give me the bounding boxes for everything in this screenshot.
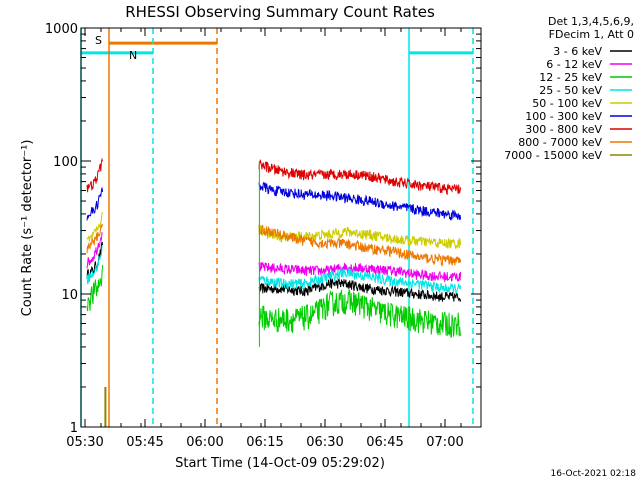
series-early-300-800-keV	[86, 157, 104, 193]
legend: Det 1,3,4,5,6,9,FDecim 1, Att 0 3 - 6 keV…	[504, 15, 634, 162]
legend-label-1: 6 - 12 keV	[546, 58, 602, 71]
legend-header-1: FDecim 1, Att 0	[549, 28, 634, 41]
series-late-25-50-keV	[258, 267, 462, 295]
x-tick-label-1: 05:45	[126, 435, 163, 450]
x-tick-label-5: 06:45	[366, 435, 403, 450]
footer-timestamp: 16-Oct-2021 02:18	[551, 469, 637, 479]
x-tick-label-6: 07:00	[426, 435, 463, 450]
legend-label-8: 7000 - 15000 keV	[504, 149, 602, 162]
x-axis: 05:30 05:45 06:00 06:15 06:30 06:45 07:00	[66, 28, 482, 450]
legend-label-6: 300 - 800 keV	[525, 123, 602, 136]
series-late-6-12-keV	[258, 262, 462, 283]
series-early-100-300-keV	[86, 187, 104, 221]
x-tick-label-0: 05:30	[66, 435, 103, 450]
y-axis-label: Count Rate (s⁻¹ detector⁻¹)	[20, 140, 35, 317]
y-tick-label-1: 10	[61, 288, 78, 303]
series-early-25-50-keV	[86, 245, 104, 285]
legend-label-0: 3 - 6 keV	[553, 45, 602, 58]
x-tick-label-4: 06:30	[306, 435, 343, 450]
flag-label-s: S	[95, 34, 102, 47]
y-tick-label-2: 100	[53, 155, 78, 170]
series-late-800-7000-keV	[258, 224, 462, 267]
series-early-6-12-keV	[86, 231, 103, 269]
legend-header-0: Det 1,3,4,5,6,9,	[548, 15, 634, 28]
series-early-50-100-keV	[86, 212, 104, 242]
y-tick-label-0: 1	[70, 421, 78, 436]
legend-label-5: 100 - 300 keV	[525, 110, 602, 123]
x-tick-label-2: 06:00	[186, 435, 223, 450]
series-late-100-300-keV	[258, 181, 462, 221]
x-tick-label-3: 06:15	[246, 435, 283, 450]
series-late-3-6-keV	[258, 277, 462, 302]
plot-frame	[80, 27, 482, 428]
series-late-300-800-keV	[258, 159, 462, 196]
chart-title: RHESSI Observing Summary Count Rates	[125, 3, 435, 21]
data-series	[86, 157, 462, 427]
legend-label-3: 25 - 50 keV	[539, 84, 602, 97]
flag-label-n: N	[129, 49, 137, 62]
series-late-12-25-keV	[258, 288, 462, 338]
legend-label-4: 50 - 100 keV	[532, 97, 602, 110]
legend-label-2: 12 - 25 keV	[539, 71, 602, 84]
y-axis: 1 10 100 1000	[45, 22, 481, 436]
x-axis-label: Start Time (14-Oct-09 05:29:02)	[175, 456, 385, 471]
series-early-12-25-keV	[86, 265, 104, 312]
legend-label-7: 800 - 7000 keV	[518, 136, 602, 149]
y-tick-label-3: 1000	[45, 22, 78, 37]
flag-bars: SN	[81, 34, 473, 62]
vertical-markers	[80, 28, 474, 427]
series-early-800-7000-keV	[86, 223, 104, 254]
